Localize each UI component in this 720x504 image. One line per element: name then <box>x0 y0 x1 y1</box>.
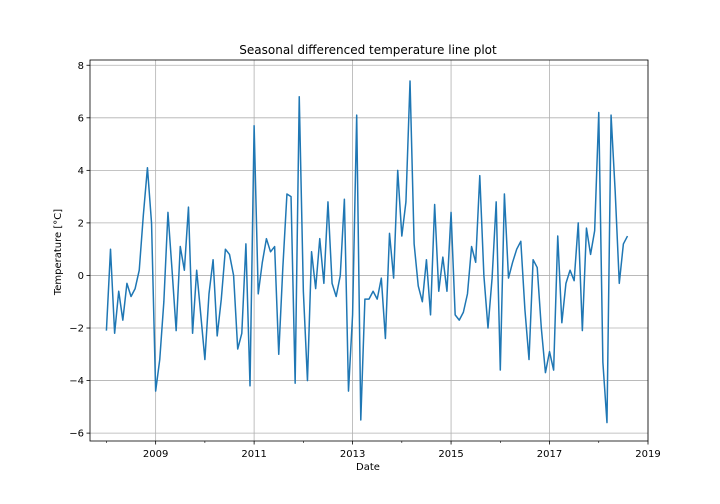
y-axis-title: Temperature [°C] <box>53 209 64 296</box>
y-tick-label: 2 <box>78 218 84 229</box>
x-tick-label: 2011 <box>241 449 266 460</box>
y-tick-label: −6 <box>69 429 84 440</box>
x-tick-label: 2009 <box>143 449 168 460</box>
x-tick-label: 2017 <box>537 449 562 460</box>
x-axis-title: Date <box>356 462 380 473</box>
x-tick-label: 2015 <box>438 449 463 460</box>
x-tick-label: 2013 <box>340 449 365 460</box>
y-tick-label: 6 <box>78 113 84 124</box>
y-tick-label: −4 <box>69 376 84 387</box>
y-tick-label: 8 <box>78 61 84 72</box>
y-tick-label: 4 <box>78 166 84 177</box>
chart-title: Seasonal differenced temperature line pl… <box>239 43 497 57</box>
y-tick-label: −2 <box>69 324 84 335</box>
y-tick-label: 0 <box>78 271 84 282</box>
axis-ticks: 8 6 4 2 0 −2 −4 −6 2009 2011 2013 2015 2017 2019 <box>69 61 660 460</box>
series-line <box>105 80 629 424</box>
plot-frame <box>89 59 649 442</box>
series-layer <box>105 80 629 424</box>
x-tick-label: 2019 <box>635 449 660 460</box>
